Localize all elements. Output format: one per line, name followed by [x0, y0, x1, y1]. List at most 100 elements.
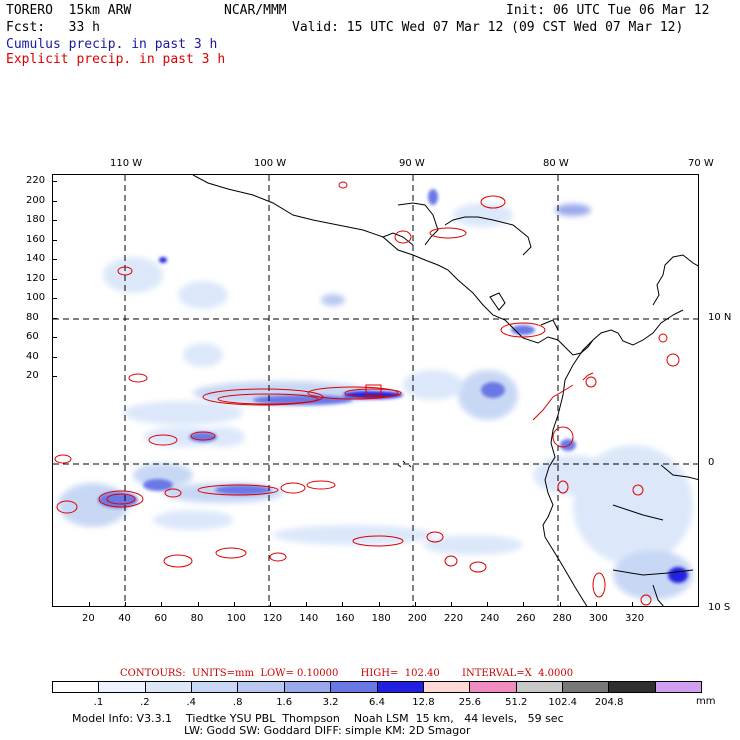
precip-map — [52, 174, 699, 607]
x-tick-label: 220 — [444, 613, 464, 624]
x-tick-label: 280 — [552, 613, 572, 624]
colorbar-label: .2 — [140, 697, 150, 708]
colorbar-swatch — [238, 682, 285, 692]
grid-lines — [53, 175, 698, 606]
x-tick — [523, 602, 525, 607]
x-tick-label: 20 — [82, 613, 95, 624]
init-time: Init: 06 UTC Tue 06 Mar 12 — [506, 3, 710, 18]
x-tick — [632, 602, 633, 607]
colorbar-swatch — [470, 682, 517, 692]
colorbar-label: .8 — [232, 697, 243, 708]
colorbar-label: 25.6 — [458, 697, 481, 708]
x-tick-label: 160 — [335, 613, 355, 624]
contours-info: CONTOURS: UNITS=mm LOW= 0.10000 HIGH= 10… — [120, 668, 574, 679]
y-tick — [52, 376, 57, 377]
x-tick-label: 140 — [299, 613, 319, 624]
x-tick — [487, 602, 489, 607]
colorbar-swatch — [423, 682, 471, 692]
y-tick-label: 200 — [26, 194, 46, 206]
colorbar-label: 102.4 — [548, 697, 578, 708]
x-tick — [89, 602, 90, 607]
lon-label-100w: 100 W — [254, 158, 287, 169]
lon-label-70w: 70 W — [688, 158, 714, 169]
x-tick — [306, 602, 308, 607]
colorbar-swatch — [284, 682, 332, 692]
y-tick-label: 60 — [26, 331, 39, 342]
cumulus-legend-label: Cumulus precip. in past 3 h — [6, 37, 218, 52]
x-tick-label: 100 — [226, 613, 246, 624]
x-tick — [595, 602, 597, 607]
x-tick-label: 120 — [263, 613, 283, 624]
x-tick — [233, 602, 235, 607]
x-tick — [125, 602, 127, 607]
y-tick — [52, 317, 57, 319]
y-tick-label: 40 — [26, 350, 39, 362]
lat-label-0: 0 — [708, 457, 715, 468]
colorbar-label: 1.6 — [276, 697, 293, 708]
x-tick — [414, 602, 416, 607]
organization-label: NCAR/MMM — [224, 3, 287, 18]
explicit-legend-label: Explicit precip. in past 3 h — [6, 52, 226, 67]
y-tick-label: 80 — [26, 311, 39, 323]
x-tick — [342, 602, 344, 607]
colorbar-swatch — [331, 682, 378, 692]
lat-label-10s: 10 S — [708, 602, 731, 613]
model-title: TORERO 15km ARW — [6, 3, 132, 18]
x-tick-label: 60 — [154, 613, 168, 624]
x-tick — [378, 602, 380, 607]
colorbar-swatch — [53, 682, 100, 692]
colorbar-swatch — [99, 682, 146, 692]
x-tick — [559, 602, 561, 607]
colorbar-label: 12.8 — [412, 697, 435, 708]
y-tick-label: 180 — [26, 214, 46, 225]
x-tick — [451, 602, 452, 607]
x-tick-label: 40 — [118, 613, 131, 624]
coastlines — [192, 175, 698, 606]
colorbar-label: 6.4 — [369, 697, 385, 708]
y-tick — [52, 259, 57, 260]
colorbar-label: 204.8 — [594, 697, 624, 708]
colorbar-swatch — [516, 682, 563, 692]
x-tick-label: 320 — [625, 613, 645, 624]
lon-label-80w: 80 W — [543, 158, 569, 169]
y-tick — [52, 220, 57, 221]
y-tick — [52, 298, 57, 299]
y-tick — [52, 356, 57, 358]
y-tick-label: 20 — [26, 370, 39, 381]
y-tick — [52, 239, 57, 241]
colorbar-label: .1 — [93, 697, 104, 708]
y-tick — [52, 181, 57, 182]
colorbar-swatch — [192, 682, 239, 692]
y-tick — [52, 200, 57, 202]
y-tick-label: 100 — [26, 292, 46, 303]
x-tick — [197, 602, 199, 607]
model-info-line1: Model Info: V3.3.1 Tiedtke YSU PBL Thomp… — [72, 712, 564, 725]
x-tick-label: 180 — [371, 613, 391, 624]
x-tick-label: 200 — [407, 613, 427, 624]
x-tick-label: 240 — [480, 613, 500, 624]
map-canvas — [53, 175, 698, 606]
x-tick — [270, 602, 271, 607]
model-info-line2: LW: Godd SW: Goddard DIFF: simple KM: 2D… — [184, 724, 471, 737]
colorbar-unit: mm — [696, 696, 716, 707]
colorbar — [52, 681, 702, 693]
lat-label-10n: 10 N — [708, 312, 732, 323]
forecast-hour: Fcst: 33 h — [6, 20, 100, 35]
x-tick-label: 300 — [588, 613, 608, 624]
valid-time: Valid: 15 UTC Wed 07 Mar 12 (09 CST Wed … — [292, 20, 684, 35]
colorbar-swatch — [145, 682, 193, 692]
x-tick-label: 80 — [190, 613, 204, 624]
colorbar-swatch — [609, 682, 656, 692]
lon-label-90w: 90 W — [399, 158, 425, 169]
colorbar-swatch — [377, 682, 424, 692]
y-tick-label: 160 — [26, 233, 46, 245]
colorbar-label: 3.2 — [322, 697, 339, 708]
colorbar-swatch — [655, 682, 702, 692]
colorbar-label: .4 — [186, 697, 197, 708]
colorbar-label: 51.2 — [505, 697, 528, 708]
y-tick-label: 120 — [26, 272, 46, 284]
cumulus-shading — [58, 203, 693, 600]
lon-label-110w: 110 W — [110, 158, 143, 169]
y-tick — [52, 337, 57, 338]
y-tick-label: 220 — [26, 175, 46, 186]
